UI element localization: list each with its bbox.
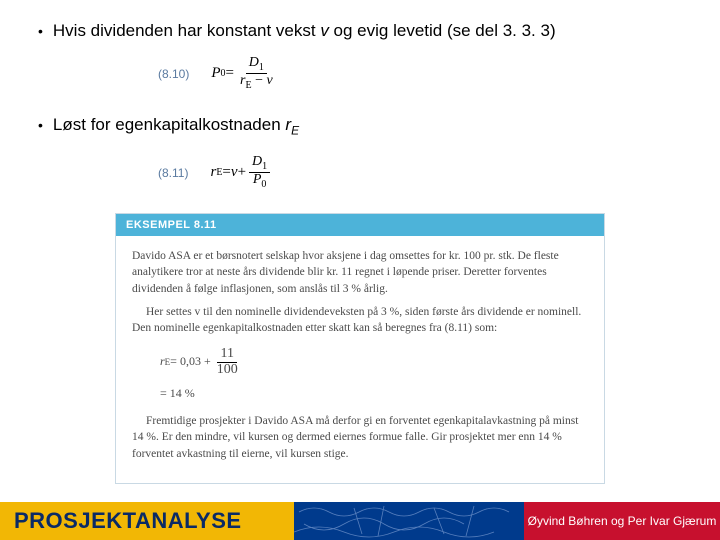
footer-mid [294, 502, 524, 540]
footer-title: PROSJEKTANALYSE [14, 508, 242, 534]
eq2-fraction: D1 P0 [249, 155, 270, 191]
bullet-1: • Hvis dividenden har konstant vekst v o… [38, 20, 682, 42]
footer-right: Øyvind Bøhren og Per Ivar Gjærum [524, 502, 720, 540]
eq1-number: (8.10) [158, 67, 189, 81]
equation-8-10: (8.10) P0 = D1 rE − v [158, 56, 682, 92]
b2-pre: Løst for egenkapitalkostnaden [53, 115, 285, 134]
b1-pre: Hvis dividenden har konstant vekst [53, 21, 320, 40]
example-header: EKSEMPEL 8.11 [116, 214, 604, 236]
content-area: • Hvis dividenden har konstant vekst v o… [0, 0, 720, 484]
eq2-number: (8.11) [158, 166, 188, 180]
example-result: = 14 % [160, 385, 588, 402]
footer-left: PROSJEKTANALYSE [0, 502, 294, 540]
formula-scribble-icon [294, 502, 524, 540]
bullet-2-text: Løst for egenkapitalkostnaden rE [53, 114, 299, 141]
bullet-dot-icon: • [38, 20, 43, 42]
b1-post: og evig levetid (se del 3. 3. 3) [329, 21, 556, 40]
example-p3: Fremtidige prosjekter i Davido ASA må de… [132, 413, 588, 463]
example-p1: Davido ASA er et børsnotert selskap hvor… [132, 248, 588, 298]
eq1-body: P0 = D1 rE − v [211, 56, 278, 92]
slide: • Hvis dividenden har konstant vekst v o… [0, 0, 720, 540]
example-body: Davido ASA er et børsnotert selskap hvor… [116, 236, 604, 483]
equation-8-11: (8.11) rE = v + D1 P0 [158, 155, 682, 191]
b1-v: v [320, 21, 329, 40]
footer-bar: PROSJEKTANALYSE Øyvind Bøhren og Per Iva… [0, 502, 720, 540]
example-p2: Her settes v til den nominelle dividende… [132, 304, 588, 337]
footer-authors: Øyvind Bøhren og Per Ivar Gjærum [528, 514, 717, 528]
b2-E: E [291, 123, 299, 137]
bullet-dot-icon: • [38, 114, 43, 136]
eq1-fraction: D1 rE − v [237, 56, 276, 92]
eq2-body: rE = v + D1 P0 [210, 155, 273, 191]
bullet-1-text: Hvis dividenden har konstant vekst v og … [53, 20, 556, 42]
example-equation: rE = 0,03 + 11 100 [160, 347, 588, 377]
bullet-2: • Løst for egenkapitalkostnaden rE [38, 114, 682, 141]
example-box: EKSEMPEL 8.11 Davido ASA er et børsnoter… [115, 213, 605, 484]
